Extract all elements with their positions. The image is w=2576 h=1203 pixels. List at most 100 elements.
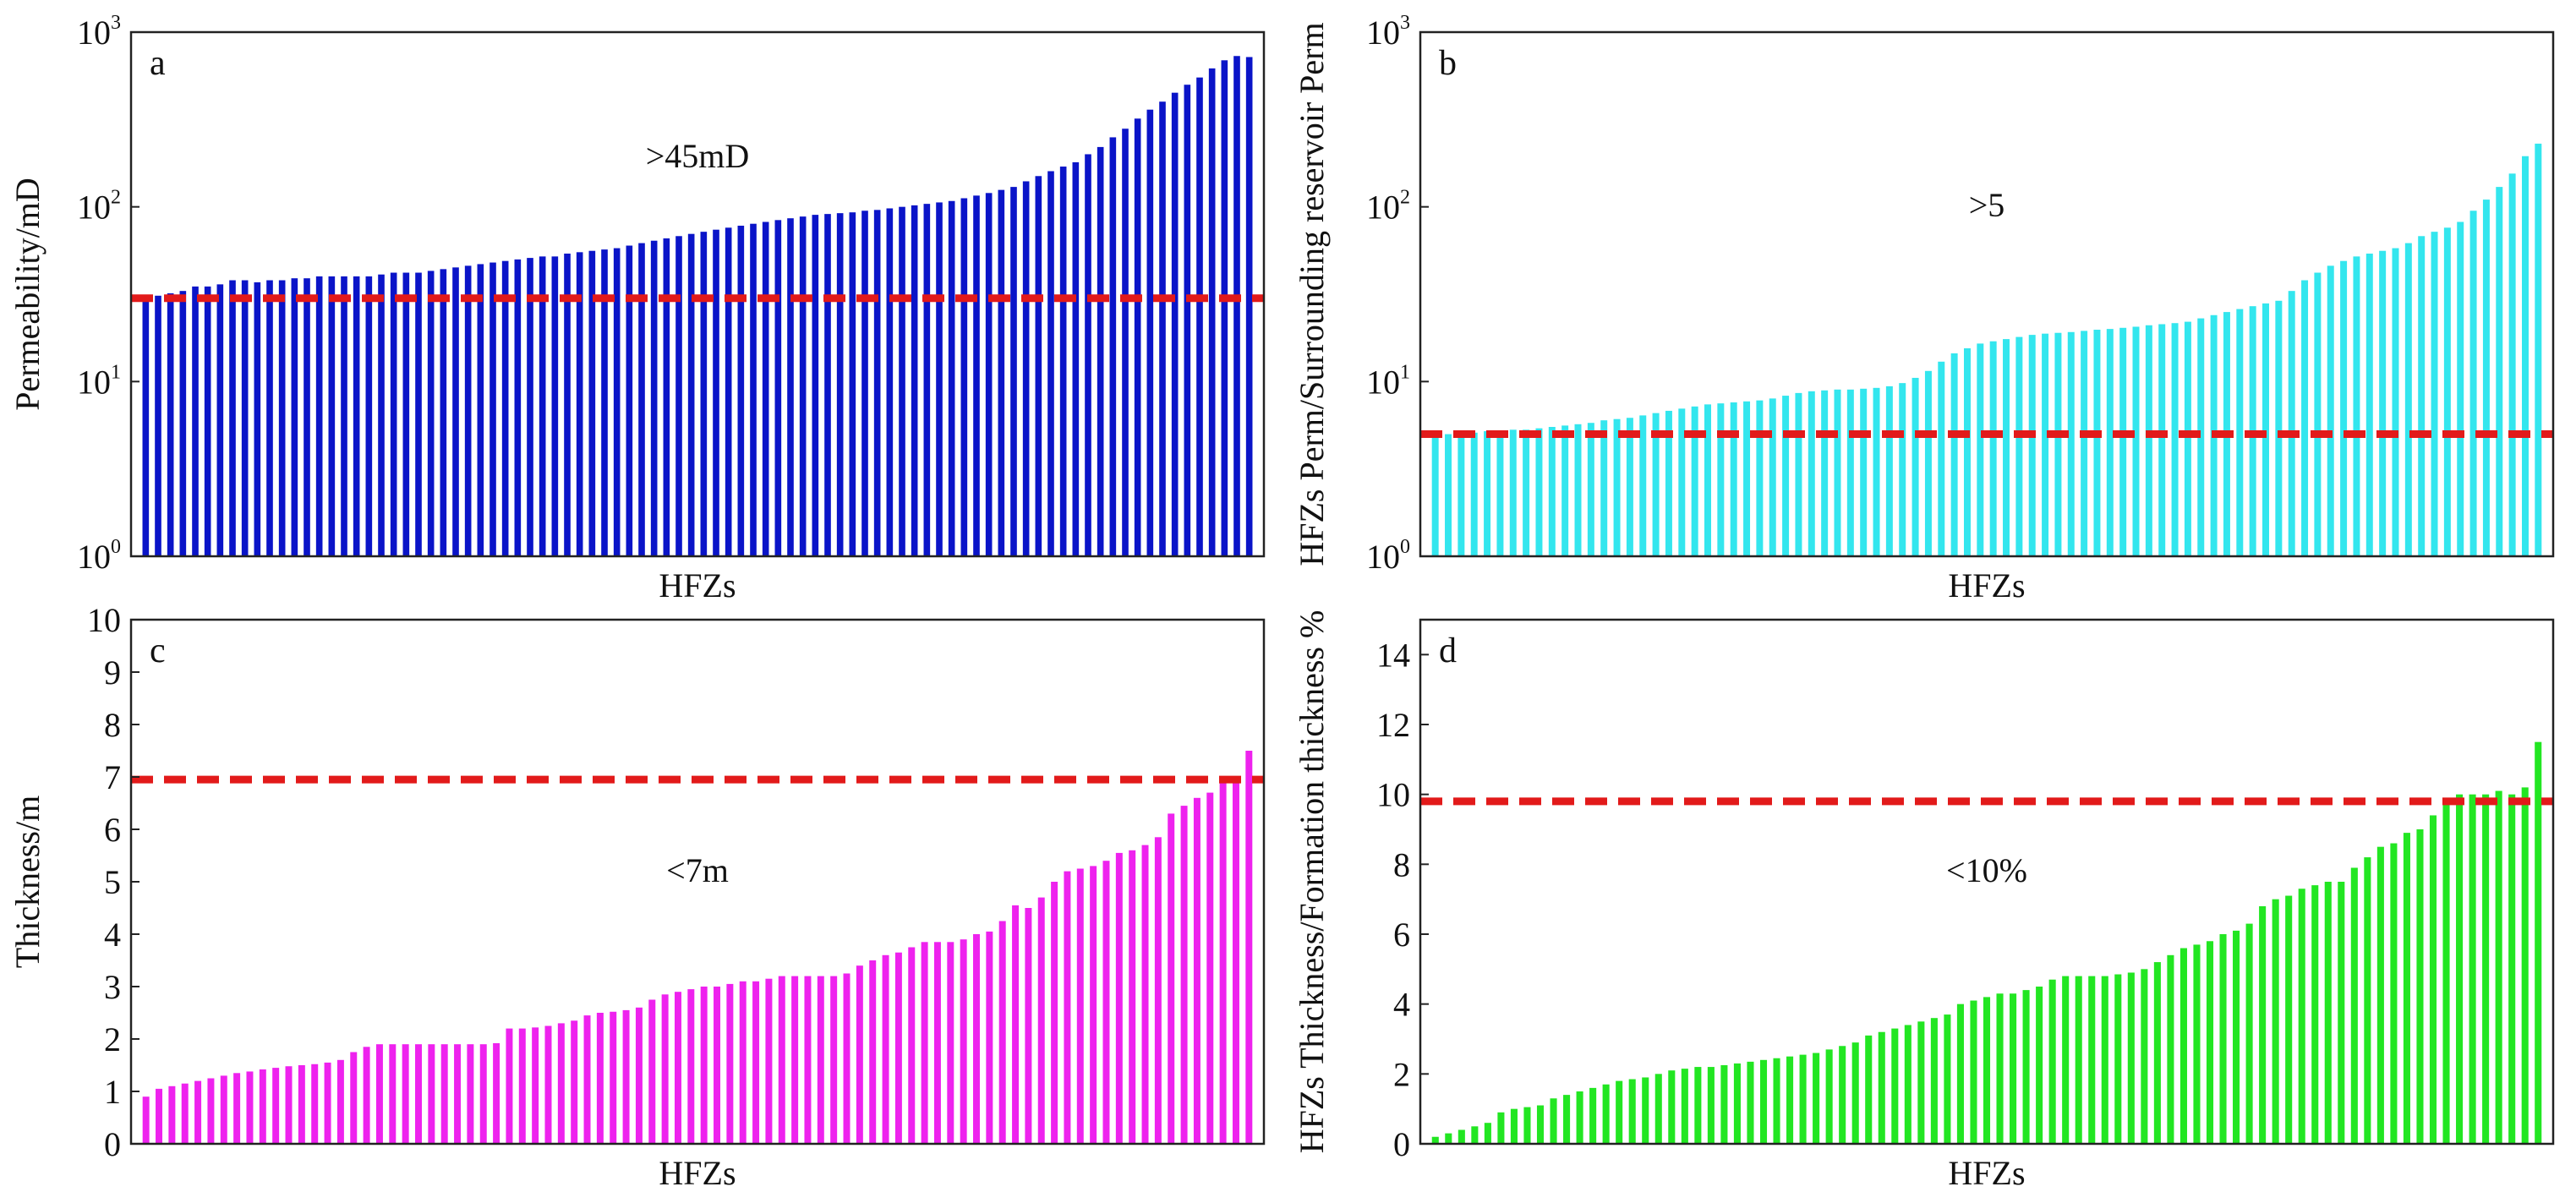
bar (960, 198, 968, 557)
bar (1085, 154, 1091, 556)
bar (737, 225, 745, 556)
bar (551, 256, 559, 556)
bar (544, 1025, 552, 1144)
bar (2324, 882, 2332, 1144)
y-tick-label: 5 (104, 863, 121, 901)
bar (714, 987, 721, 1144)
bar (181, 1083, 189, 1144)
bar (2184, 321, 2191, 556)
bar (2088, 976, 2096, 1144)
bar (2285, 895, 2293, 1144)
bar (2158, 324, 2166, 556)
bar (2010, 993, 2017, 1144)
bar (464, 265, 472, 556)
bar (936, 202, 943, 556)
bar (2081, 331, 2088, 556)
bar (1431, 434, 1439, 556)
bar (1458, 432, 1465, 556)
bar (601, 249, 608, 556)
bar (489, 262, 496, 556)
bar (583, 1015, 591, 1144)
y-tick-label: 2 (1393, 1055, 1410, 1093)
bar (2036, 987, 2043, 1144)
bar (1891, 1028, 1899, 1144)
bar (1654, 1074, 1662, 1144)
bar (1025, 908, 1032, 1144)
bar (467, 1044, 474, 1144)
bar (998, 921, 1006, 1144)
bar (787, 218, 794, 556)
bar (2429, 815, 2437, 1144)
bar (1509, 429, 1517, 556)
bar (1678, 408, 1686, 556)
bar (2167, 954, 2174, 1144)
bar (1245, 57, 1253, 557)
bar (1983, 997, 1991, 1144)
bar (1012, 905, 1020, 1144)
bar (216, 284, 224, 556)
bar (1037, 897, 1045, 1144)
bar (1047, 171, 1054, 557)
bar (1769, 398, 1776, 556)
bar (1885, 386, 1893, 556)
bar (2236, 309, 2244, 556)
threshold-annotation: >45mD (646, 137, 750, 175)
bar (1865, 1035, 1873, 1144)
bar (220, 1075, 227, 1144)
bar (1977, 343, 1984, 556)
y-tick-label: 10 (1376, 776, 1410, 814)
bar (415, 272, 422, 556)
bar (514, 259, 522, 556)
bar (830, 976, 838, 1144)
bar (1743, 401, 1751, 556)
panel-letter: a (150, 44, 166, 83)
bar (700, 232, 708, 556)
bar (1484, 1123, 1491, 1144)
bar (687, 233, 695, 556)
bar (2062, 976, 2070, 1144)
bar (973, 195, 980, 556)
bar (2022, 990, 2030, 1144)
bar (849, 212, 856, 556)
bar (506, 1028, 513, 1144)
bar (1628, 1079, 1636, 1144)
bar (1168, 813, 1175, 1144)
bar (2042, 333, 2049, 556)
bar (1097, 146, 1104, 556)
bar (1184, 85, 1191, 556)
bar (1059, 167, 1067, 557)
bar (1813, 1053, 1820, 1144)
bar (272, 1068, 280, 1144)
y-tick-label: 6 (1393, 916, 1410, 954)
bar (2301, 280, 2309, 556)
bar (2015, 336, 2023, 556)
bar (752, 981, 760, 1144)
bar (1808, 391, 1815, 556)
bar (1550, 1098, 1557, 1144)
bar (1899, 383, 1906, 556)
bar (1102, 861, 1110, 1144)
bar (278, 280, 286, 556)
bar (675, 236, 682, 556)
bar (2521, 787, 2529, 1144)
bar (1691, 406, 1698, 556)
bar (2521, 156, 2529, 557)
y-tick-label: 0 (104, 1125, 121, 1163)
threshold-annotation: <7m (666, 851, 729, 889)
bar (1523, 1107, 1531, 1144)
bar (1471, 1126, 1479, 1144)
bar (2067, 331, 2075, 556)
bar (2404, 243, 2412, 556)
bar (1510, 1108, 1518, 1144)
bar (402, 1044, 409, 1144)
bar (229, 280, 236, 556)
bar (1232, 777, 1239, 1144)
bar (1548, 426, 1556, 556)
bar (750, 223, 757, 556)
panel-b: 100 101 102 103 b >5 HFZs HFZs Perm/Surrounding… (1293, 12, 2555, 604)
bar (493, 1042, 500, 1144)
bar (2259, 905, 2267, 1144)
bar (1846, 389, 1854, 556)
bar (155, 295, 161, 556)
bar (2262, 303, 2269, 556)
